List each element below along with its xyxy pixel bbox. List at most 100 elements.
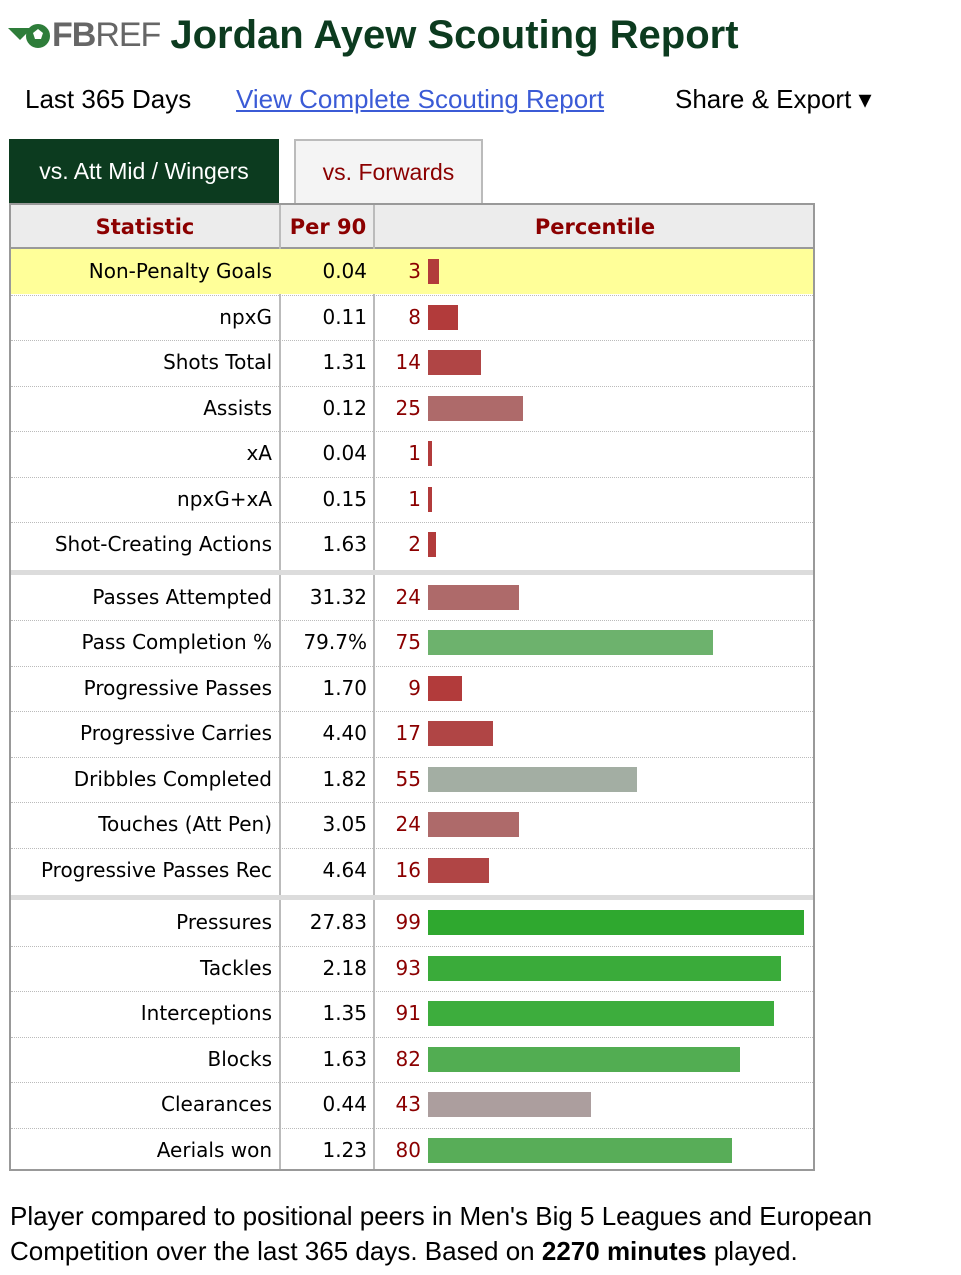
stat-name: Passes Attempted (92, 584, 272, 609)
stat-name: Interceptions (140, 1001, 272, 1025)
row-divider (11, 665, 813, 667)
row-divider (11, 385, 813, 387)
percentile-bar (428, 1092, 591, 1117)
percentile-value: 1 (408, 486, 421, 511)
percentile-bar (428, 259, 439, 284)
table-row: Shot-Creating Actions 1.63 2 (11, 522, 813, 567)
per90-value: 0.15 (322, 486, 367, 511)
stat-name: Progressive Passes Rec (40, 857, 272, 882)
stat-name: Shots Total (163, 350, 272, 374)
percentile-bar (428, 766, 637, 792)
table-row: Pass Completion % 79.7% 75 (11, 620, 813, 665)
per90-value: 1.63 (322, 532, 367, 556)
per90-value: 79.7% (303, 630, 367, 654)
percentile-value: 80 (395, 1137, 421, 1162)
stat-name: Assists (203, 395, 272, 420)
table-row: Progressive Passes 1.70 9 (11, 666, 813, 711)
per90-value: 1.23 (322, 1137, 367, 1162)
table-row: npxG 0.11 8 (11, 295, 813, 340)
percentile-bar (428, 395, 523, 421)
per90-value: 0.12 (322, 395, 367, 420)
logo-text: FBREF (52, 15, 161, 54)
percentile-bar (428, 857, 489, 883)
header: FBREF Jordan Ayew Scouting Report (8, 8, 739, 62)
footer-minutes: 2270 minutes (541, 1236, 707, 1266)
per90-value: 0.04 (322, 259, 367, 283)
percentile-value: 17 (395, 721, 421, 745)
stat-name: Non-Penalty Goals (88, 259, 272, 283)
row-divider (11, 802, 813, 803)
per90-value: 2.18 (322, 955, 367, 980)
percentile-bar (428, 1046, 740, 1072)
per90-value: 1.35 (322, 1001, 367, 1025)
per90-value: 1.82 (322, 766, 367, 791)
tab-forwards[interactable]: vs. Forwards (294, 139, 483, 203)
page-title: Jordan Ayew Scouting Report (170, 12, 739, 57)
stat-name: npxG (219, 304, 272, 329)
per90-value: 3.05 (322, 812, 367, 836)
table-row: Progressive Passes Rec 4.64 16 (11, 848, 813, 893)
stat-name: Shot-Creating Actions (54, 532, 272, 556)
per90-value: 0.44 (322, 1092, 367, 1116)
per90-value: 1.70 (322, 675, 367, 700)
row-divider (11, 522, 813, 523)
percentile-bar (428, 486, 432, 512)
percentile-bar (428, 350, 481, 375)
percentile-bar (428, 304, 458, 330)
per90-value: 4.40 (322, 721, 367, 745)
percentile-bar (428, 1001, 774, 1026)
percentile-value: 1 (408, 441, 421, 465)
table-row: Blocks 1.63 82 (11, 1037, 813, 1082)
percentile-value: 24 (395, 812, 421, 836)
per90-value: 1.63 (322, 1046, 367, 1071)
tab-att-mid-wingers[interactable]: vs. Att Mid / Wingers (9, 139, 279, 203)
percentile-bar (428, 675, 462, 701)
percentile-bar (428, 721, 493, 746)
percentile-value: 99 (395, 910, 421, 934)
share-export-menu[interactable]: Share & Export ▾ (675, 84, 872, 114)
table-row: Dribbles Completed 1.82 55 (11, 757, 813, 802)
percentile-value: 82 (395, 1046, 421, 1071)
footer-text-end: played. (706, 1236, 798, 1266)
header-statistic: Statistic (95, 215, 195, 239)
percentile-bar (428, 441, 432, 466)
stat-name: Dribbles Completed (73, 766, 272, 791)
table-row: Aerials won 1.23 80 (11, 1128, 813, 1173)
percentile-value: 55 (395, 766, 421, 791)
percentile-bar (428, 584, 519, 610)
per90-value: 31.32 (309, 584, 367, 609)
percentile-value: 2 (408, 532, 421, 556)
fbref-logo[interactable]: FBREF (8, 15, 161, 55)
table-row: Clearances 0.44 43 (11, 1082, 813, 1127)
group-separator (11, 895, 813, 900)
row-divider (11, 431, 813, 432)
row-divider (11, 756, 813, 758)
table-row: npxG+xA 0.15 1 (11, 477, 813, 522)
table-row: Interceptions 1.35 91 (11, 991, 813, 1036)
percentile-value: 9 (408, 675, 421, 700)
row-divider (11, 294, 813, 296)
table-row: Shots Total 1.31 14 (11, 340, 813, 385)
stat-name: Blocks (207, 1046, 272, 1071)
period-label: Last 365 Days (25, 84, 192, 114)
percentile-value: 75 (395, 630, 421, 654)
footer-note: Player compared to positional peers in M… (10, 1199, 950, 1269)
stat-name: Clearances (161, 1092, 272, 1116)
view-complete-report-link[interactable]: View Complete Scouting Report (236, 84, 605, 114)
row-divider (11, 991, 813, 992)
table-row: Progressive Carries 4.40 17 (11, 711, 813, 756)
table-row: Non-Penalty Goals 0.04 3 (11, 249, 813, 294)
table-header: Statistic Per 90 Percentile (11, 205, 813, 249)
table-row: Touches (Att Pen) 3.05 24 (11, 802, 813, 847)
percentile-value: 25 (395, 395, 421, 420)
per90-value: 1.31 (322, 350, 367, 374)
stat-name: Progressive Carries (79, 721, 272, 745)
table-row: Pressures 27.83 99 (11, 900, 813, 945)
table-row: Assists 0.12 25 (11, 386, 813, 431)
per90-value: 27.83 (309, 910, 367, 934)
soccer-ball-icon (8, 24, 50, 48)
percentile-value: 93 (395, 955, 421, 980)
percentile-value: 16 (395, 857, 421, 882)
percentile-value: 43 (395, 1092, 421, 1116)
stat-name: Touches (Att Pen) (98, 812, 272, 836)
